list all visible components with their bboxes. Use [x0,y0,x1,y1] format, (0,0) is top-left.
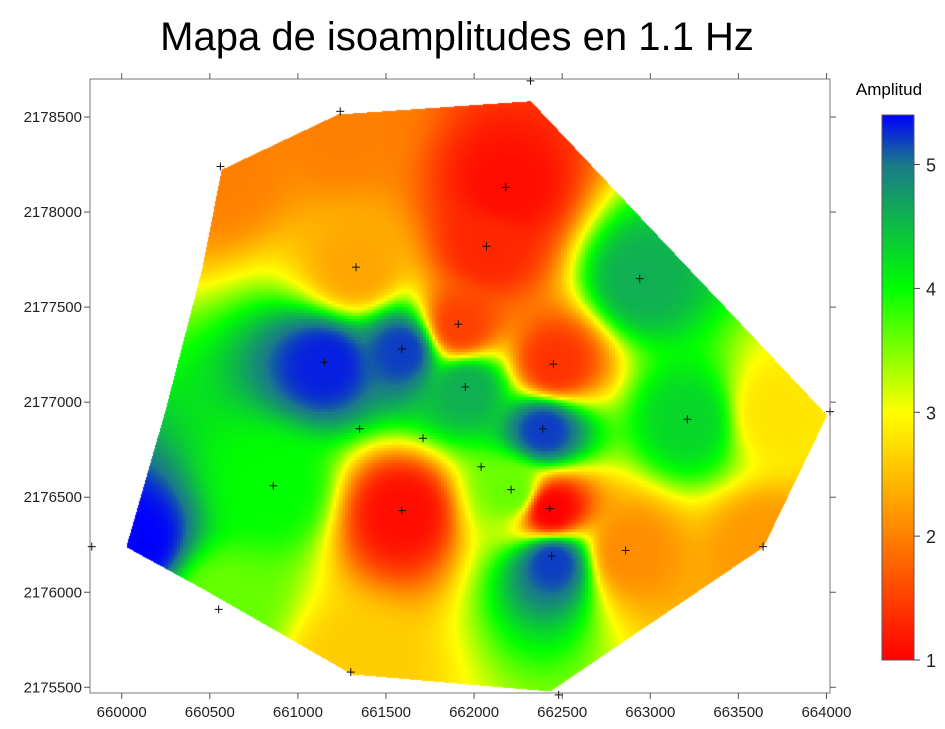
x-tick-label: 663000 [625,704,675,721]
y-tick-label: 2177500 [24,299,82,316]
x-tick-label: 664000 [801,704,851,721]
station-marker [216,162,225,171]
station-marker [545,504,554,513]
chart-title: Mapa de isoamplitudes en 1.1 Hz [160,15,754,59]
station-marker [355,424,364,433]
x-tick-label: 663500 [713,704,763,721]
station-marker [214,605,223,614]
x-tick-label: 660500 [185,704,235,721]
heatmap-surface [90,79,830,693]
colorbar [881,114,915,661]
station-marker [526,76,535,85]
colorbar-tick-label: 1 [926,651,936,671]
x-tick-label: 660000 [97,704,147,721]
station-marker [336,107,345,116]
colorbar-tick-label: 4 [926,279,936,299]
x-tick-label: 662500 [537,704,587,721]
station-marker [346,668,355,677]
station-marker [549,360,558,369]
colorbar-ticks: 1 2 3 4 5 [914,156,936,671]
station-marker [683,415,692,424]
x-tick-label: 661000 [273,704,323,721]
y-axis: 2175500 2176000 2176500 2177000 2177500 21780… [24,109,836,696]
station-marker [501,183,510,192]
x-tick-label: 662000 [449,704,499,721]
station-marker [635,274,644,283]
y-tick-label: 2178500 [24,109,82,126]
x-axis: 660000 660500 661000 661500 662000 662500 6630… [97,73,852,721]
station-marker [482,242,491,251]
y-tick-label: 2178000 [24,204,82,221]
station-marker [538,424,547,433]
station-marker [826,407,834,416]
station-marker [759,542,768,551]
station-marker [397,344,406,353]
station-marker [352,263,361,272]
y-tick-label: 2176000 [24,584,82,601]
station-marker [320,358,329,367]
station-markers [87,76,834,699]
station-marker [554,690,563,699]
y-tick-label: 2177000 [24,394,82,411]
station-marker [87,542,96,551]
station-marker [547,552,556,561]
station-marker [397,506,406,515]
station-marker [269,481,278,490]
station-marker [621,546,630,555]
colorbar-tick-label: 3 [926,403,936,423]
colorbar-title: Amplitud [856,80,922,99]
x-tick-label: 661500 [361,704,411,721]
colorbar-tick-label: 5 [926,156,936,176]
station-marker [507,485,516,494]
station-marker [461,382,470,391]
isoamplitude-map [90,79,830,693]
y-tick-label: 2175500 [24,679,82,696]
y-tick-label: 2176500 [24,489,82,506]
station-marker [477,462,486,471]
colorbar-tick-label: 2 [926,527,936,547]
station-marker [454,320,463,329]
station-marker [419,434,427,443]
plot-frame [89,78,831,694]
